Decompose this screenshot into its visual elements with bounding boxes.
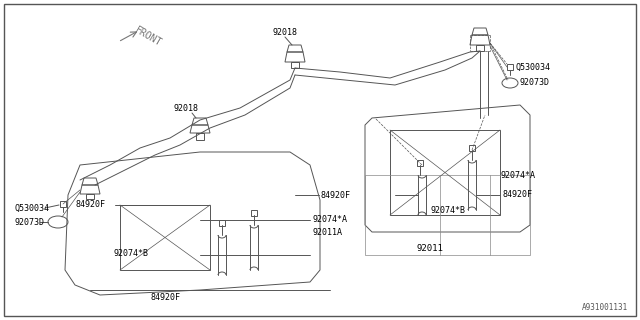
Text: 92074*B: 92074*B	[430, 205, 465, 214]
Text: 92074*A: 92074*A	[312, 214, 347, 223]
Text: FRONT: FRONT	[133, 25, 163, 49]
Text: 92011A: 92011A	[312, 228, 342, 236]
Bar	[219, 220, 225, 226]
Text: A931001131: A931001131	[582, 303, 628, 312]
Bar	[120, 205, 210, 270]
Bar	[390, 130, 500, 215]
Bar	[251, 210, 257, 216]
Text: Q530034: Q530034	[14, 204, 49, 212]
Text: 92018: 92018	[273, 28, 298, 36]
Bar	[469, 145, 475, 151]
Text: 92018: 92018	[173, 103, 198, 113]
Text: 84920F: 84920F	[75, 199, 105, 209]
Text: 84920F: 84920F	[320, 190, 350, 199]
Text: Q530034: Q530034	[516, 62, 551, 71]
Text: 92073D: 92073D	[520, 77, 550, 86]
Text: 92074*B: 92074*B	[113, 250, 148, 259]
Bar	[365, 175, 530, 255]
Text: 92073D: 92073D	[14, 218, 44, 227]
Text: 92074*A: 92074*A	[500, 171, 535, 180]
Bar	[417, 160, 423, 166]
Text: 84920F: 84920F	[150, 293, 180, 302]
Text: 92011: 92011	[417, 244, 444, 252]
Text: 84920F: 84920F	[502, 189, 532, 198]
